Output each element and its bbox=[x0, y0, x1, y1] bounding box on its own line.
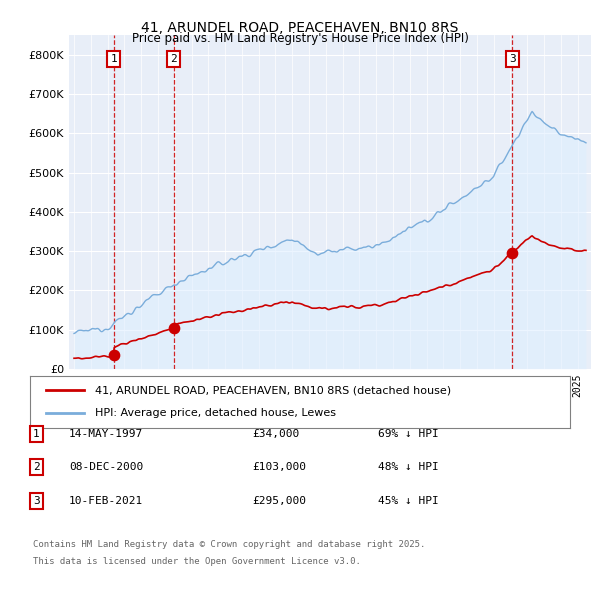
Text: 2: 2 bbox=[170, 54, 177, 64]
Text: 1: 1 bbox=[110, 54, 117, 64]
Text: 41, ARUNDEL ROAD, PEACEHAVEN, BN10 8RS (detached house): 41, ARUNDEL ROAD, PEACEHAVEN, BN10 8RS (… bbox=[95, 385, 451, 395]
Text: This data is licensed under the Open Government Licence v3.0.: This data is licensed under the Open Gov… bbox=[33, 557, 361, 566]
Text: Contains HM Land Registry data © Crown copyright and database right 2025.: Contains HM Land Registry data © Crown c… bbox=[33, 540, 425, 549]
Text: £34,000: £34,000 bbox=[252, 429, 299, 438]
Text: 14-MAY-1997: 14-MAY-1997 bbox=[69, 429, 143, 438]
Text: 3: 3 bbox=[509, 54, 515, 64]
Text: 45% ↓ HPI: 45% ↓ HPI bbox=[378, 496, 439, 506]
Point bbox=[169, 324, 178, 333]
Text: 1: 1 bbox=[33, 429, 40, 438]
Text: Price paid vs. HM Land Registry's House Price Index (HPI): Price paid vs. HM Land Registry's House … bbox=[131, 32, 469, 45]
Text: 10-FEB-2021: 10-FEB-2021 bbox=[69, 496, 143, 506]
Text: 48% ↓ HPI: 48% ↓ HPI bbox=[378, 463, 439, 472]
Text: 08-DEC-2000: 08-DEC-2000 bbox=[69, 463, 143, 472]
Text: £295,000: £295,000 bbox=[252, 496, 306, 506]
Point bbox=[508, 248, 517, 258]
Text: 3: 3 bbox=[33, 496, 40, 506]
Text: 2: 2 bbox=[33, 463, 40, 472]
Text: HPI: Average price, detached house, Lewes: HPI: Average price, detached house, Lewe… bbox=[95, 408, 336, 418]
Point bbox=[109, 350, 119, 360]
Text: 69% ↓ HPI: 69% ↓ HPI bbox=[378, 429, 439, 438]
Text: 41, ARUNDEL ROAD, PEACEHAVEN, BN10 8RS: 41, ARUNDEL ROAD, PEACEHAVEN, BN10 8RS bbox=[142, 21, 458, 35]
Text: £103,000: £103,000 bbox=[252, 463, 306, 472]
